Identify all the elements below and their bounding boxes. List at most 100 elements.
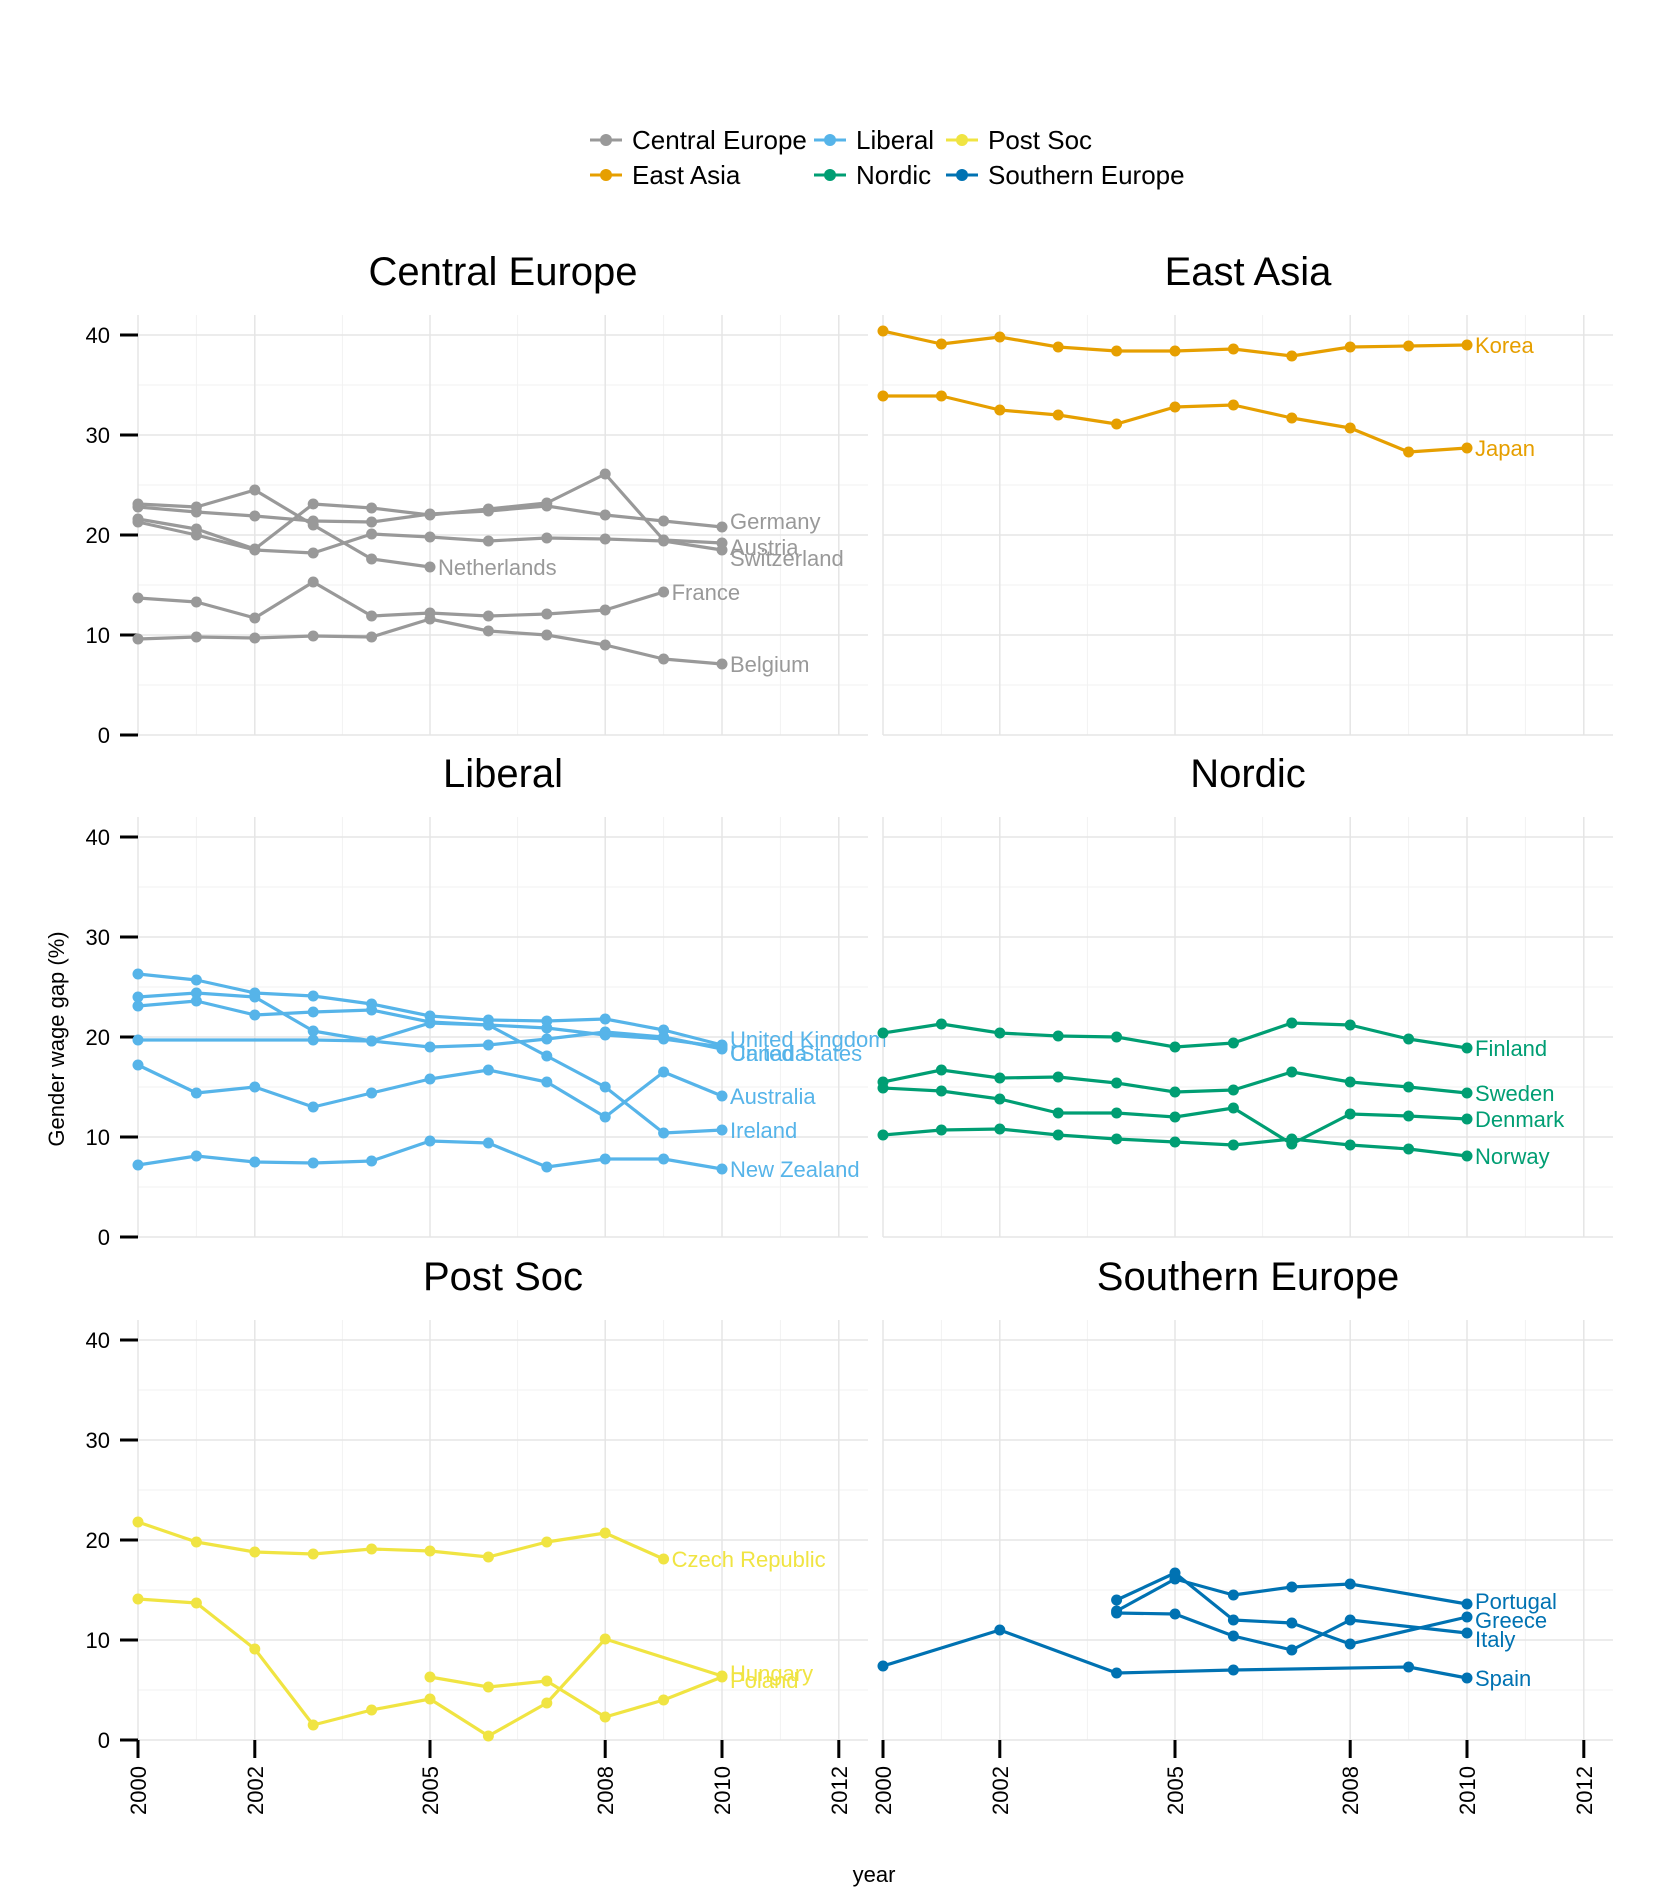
data-point-united-kingdom [132,968,144,980]
data-point-france [132,592,144,604]
series-spain: Spain [877,1624,1531,1691]
series-germany: Germany [132,500,820,534]
y-tick-label: 0 [98,723,110,748]
data-point-norway [1227,1139,1239,1151]
data-point-poland [424,1671,436,1683]
series-japan: Japan [877,390,1535,461]
data-point-czech-republic [190,1536,202,1548]
data-point-czech-republic [132,1516,144,1528]
data-point-switzerland [716,544,728,556]
data-point-sweden [994,1072,1006,1084]
data-point-belgium [541,629,553,641]
series-line-spain [882,1628,1468,1680]
x-tick-label: 2010 [710,1766,735,1815]
data-point-australia [366,1087,378,1099]
data-point-korea [1169,345,1181,357]
series-label-new-zealand: New Zealand [730,1157,860,1182]
data-point-norway [1403,1143,1415,1155]
data-point-united-kingdom [307,990,319,1002]
data-point-ireland [307,1006,319,1018]
data-point-new-zealand [482,1137,494,1149]
series-label-netherlands: Netherlands [438,555,557,580]
data-point-netherlands [307,519,319,531]
panel-post-soc: Post Soc 0 10 20 30 40 2000 2002 2005 2008 2010 201… [86,1255,868,1815]
data-point-australia [716,1090,728,1102]
y-tick-label: 40 [86,323,110,348]
series-label-canada: Canada [730,1041,808,1066]
data-point-united-states [599,1029,611,1041]
data-point-japan [1111,418,1123,430]
data-point-hungary [249,1643,261,1655]
data-point-belgium [307,630,319,642]
data-point-spain [994,1624,1006,1636]
data-point-sweden [1111,1077,1123,1089]
x-axis-title: year [853,1862,896,1887]
data-point-switzerland [190,529,202,541]
series-label-italy: Italy [1475,1627,1515,1652]
legend-label-post-soc: Post Soc [988,125,1092,155]
data-point-ireland [132,1000,144,1012]
data-point-finland [1111,1031,1123,1043]
data-point-united-kingdom [599,1013,611,1025]
data-point-canada [424,1041,436,1053]
series-czech-republic: Czech Republic [132,1516,826,1572]
legend-dot-southern-europe [956,169,968,181]
data-point-france [541,608,553,620]
data-point-belgium [190,631,202,643]
data-point-ireland [190,995,202,1007]
data-point-portugal [1286,1581,1298,1593]
data-point-denmark [1169,1111,1181,1123]
data-point-netherlands [190,501,202,513]
panel-title-southern-europe: Southern Europe [1097,1255,1399,1299]
data-point-new-zealand [366,1155,378,1167]
series-label-ireland: Ireland [730,1118,797,1143]
series-label-sweden: Sweden [1475,1081,1555,1106]
legend-label-central-europe: Central Europe [632,125,807,155]
data-point-sweden [1052,1071,1064,1083]
data-point-france [366,610,378,622]
data-point-japan [1227,399,1239,411]
data-point-austria [424,509,436,521]
y-tick-label: 10 [86,623,110,648]
data-point-czech-republic [424,1545,436,1557]
y-tick-label: 20 [86,1528,110,1553]
data-point-denmark [1111,1107,1123,1119]
data-point-korea [1344,341,1356,353]
series-line-poland [429,1675,723,1719]
series-portugal: Portugal [1111,1573,1557,1617]
data-point-korea [1111,345,1123,357]
series-label-switzerland: Switzerland [730,546,844,571]
x-tick-label: 2002 [988,1766,1013,1815]
series-italy: Italy [1111,1607,1515,1656]
data-point-france [190,596,202,608]
data-point-finland [1286,1017,1298,1029]
data-point-belgium [249,632,261,644]
data-point-france [599,604,611,616]
data-point-japan [1169,401,1181,413]
data-point-austria [541,497,553,509]
data-point-belgium [599,639,611,651]
data-point-australia [190,1087,202,1099]
data-point-poland [541,1675,553,1687]
data-point-ireland [482,1019,494,1031]
data-point-united-kingdom [190,974,202,986]
data-point-sweden [1227,1084,1239,1096]
data-point-korea [994,331,1006,343]
data-point-germany [716,521,728,533]
x-tick-label: 2008 [593,1766,618,1815]
data-point-new-zealand [599,1153,611,1165]
data-point-spain [1461,1672,1473,1684]
x-tick-label: 2000 [126,1766,151,1815]
data-point-poland [482,1681,494,1693]
data-point-netherlands [249,484,261,496]
data-point-germany [658,515,670,527]
data-point-spain [1403,1661,1415,1673]
data-point-belgium [658,653,670,665]
series-label-hungary: Hungary [730,1661,813,1686]
legend-item-east-asia: East Asia [590,160,741,190]
data-point-norway [1461,1150,1473,1162]
data-point-denmark [877,1082,889,1094]
data-point-japan [935,390,947,402]
legend-dot-nordic [824,169,836,181]
data-point-sweden [1344,1076,1356,1088]
